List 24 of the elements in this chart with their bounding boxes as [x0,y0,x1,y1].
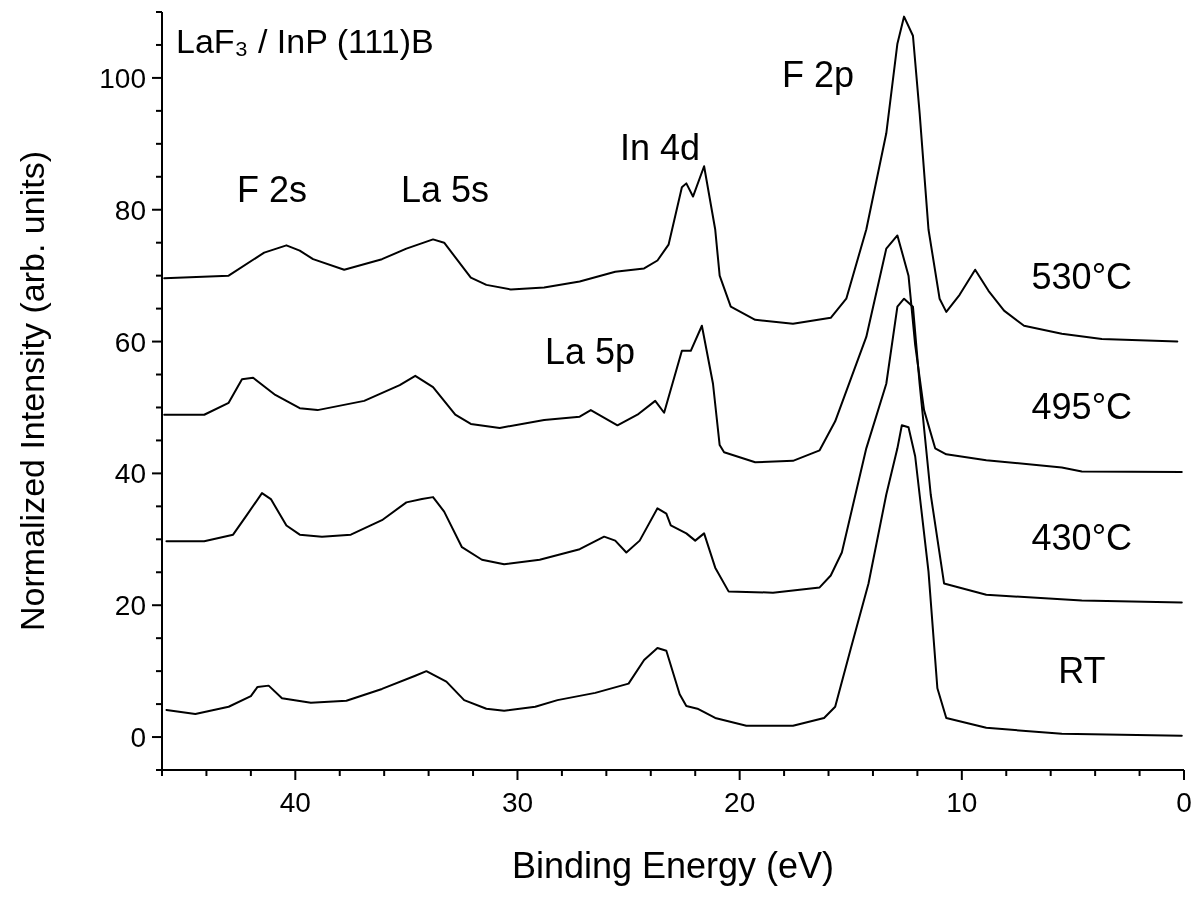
x-tick-label: 30 [501,787,534,818]
y-tick-label: 20 [114,590,146,622]
x-tick-label: 40 [279,787,311,818]
annotation: F 2s [236,169,308,211]
series-label: 530°C [1031,255,1133,297]
annotation: In 4d [619,127,701,169]
y-tick-label: 60 [114,326,146,358]
x-axis-title: Binding Energy (eV) [511,845,835,886]
y-tick-label: 0 [130,722,146,754]
x-tick-label: 0 [1176,787,1192,818]
y-tick-label: 80 [114,194,146,226]
x-tick-label: 20 [724,787,756,818]
chart-title: LaF₃ / InP (111)B [176,22,434,61]
annotation: F 2p [781,54,855,96]
series-label: 495°C [1031,386,1133,428]
y-tick-label: 100 [99,62,146,94]
annotation: La 5s [400,169,490,211]
line-series [165,424,1183,737]
y-axis-title: Normalized Intensity (arb. units) [13,151,51,631]
x-tick-label: 10 [946,787,978,818]
y-tick-label: 40 [114,458,146,490]
series-label: RT [1058,649,1106,691]
annotation: La 5p [544,331,636,373]
series-label: 430°C [1031,516,1133,558]
